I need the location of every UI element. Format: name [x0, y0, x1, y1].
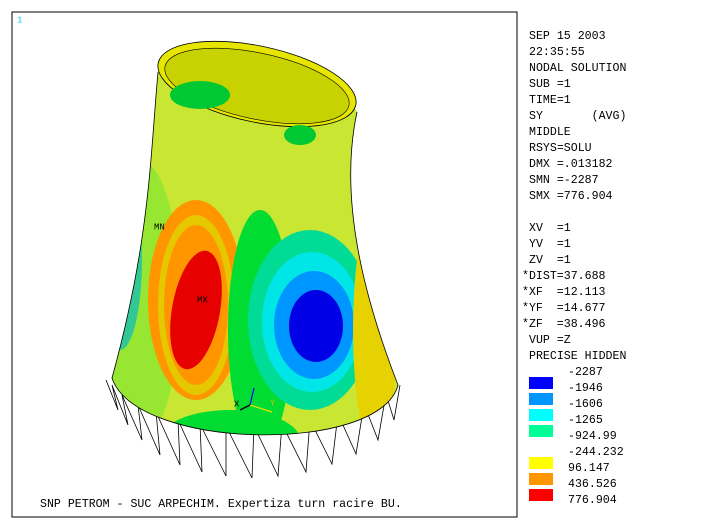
info-line: PRECISE HIDDEN: [529, 350, 626, 363]
max-label: MX: [197, 295, 208, 305]
info-line: NODAL SOLUTION: [529, 62, 626, 75]
info-line: SY (AVG): [529, 110, 626, 123]
info-line: SMX =776.904: [529, 190, 613, 203]
x-axis-label: X: [234, 399, 240, 409]
min-label: MN: [154, 222, 165, 232]
triad: [239, 387, 273, 413]
legend-swatch: [529, 425, 553, 437]
legend-label: 776.904: [568, 494, 617, 507]
info-line: VUP =Z: [529, 334, 571, 347]
legend-swatch: [529, 393, 553, 405]
legend-swatch: [529, 489, 553, 501]
legend-label: -1946: [568, 382, 603, 395]
legend-label: -244.232: [568, 446, 624, 459]
caption: SNP PETROM - SUC ARPECHIM. Expertiza tur…: [40, 498, 402, 511]
info-line: 22:35:55: [529, 46, 585, 59]
tower-outline: [111, 71, 399, 436]
info-line: SMN =-2287: [529, 174, 599, 187]
info-line: *YF =14.677: [522, 302, 606, 315]
info-line: YV =1: [529, 238, 571, 251]
legend-swatch: [529, 473, 553, 485]
legend-swatch: [529, 457, 553, 469]
legend-label: 436.526: [568, 478, 617, 491]
legend-swatch: [529, 409, 553, 421]
inner-patch: [170, 81, 230, 109]
info-line: TIME=1: [529, 94, 571, 107]
legend-swatch: [529, 377, 553, 389]
window-number: 1: [17, 15, 22, 25]
info-line: *ZF =38.496: [522, 318, 606, 331]
legend-label: -1606: [568, 398, 603, 411]
legend-label: -924.99: [568, 430, 617, 443]
legend-label: 96.147: [568, 462, 610, 475]
info-line: *DIST=37.688: [522, 270, 606, 283]
info-line: SUB =1: [529, 78, 571, 91]
info-line: SEP 15 2003: [529, 30, 606, 43]
info-line: DMX =.013182: [529, 158, 613, 171]
inner-patch: [284, 125, 316, 145]
info-line: MIDDLE: [529, 126, 571, 139]
legend-label: -2287: [568, 366, 603, 379]
info-panel: SEP 15 2003 22:35:55 NODAL SOLUTION SUB =1 T…: [522, 30, 626, 363]
legend-label: -1265: [568, 414, 603, 427]
info-line: *XF =12.113: [522, 286, 606, 299]
y-axis-label: Y: [270, 398, 276, 408]
legend: -2287 -1946 -1606 -1265 -924.99 -244.232 96.14…: [529, 366, 624, 507]
info-line: ZV =1: [529, 254, 571, 267]
info-line: RSYS=SOLU: [529, 142, 592, 155]
info-line: XV =1: [529, 222, 571, 235]
